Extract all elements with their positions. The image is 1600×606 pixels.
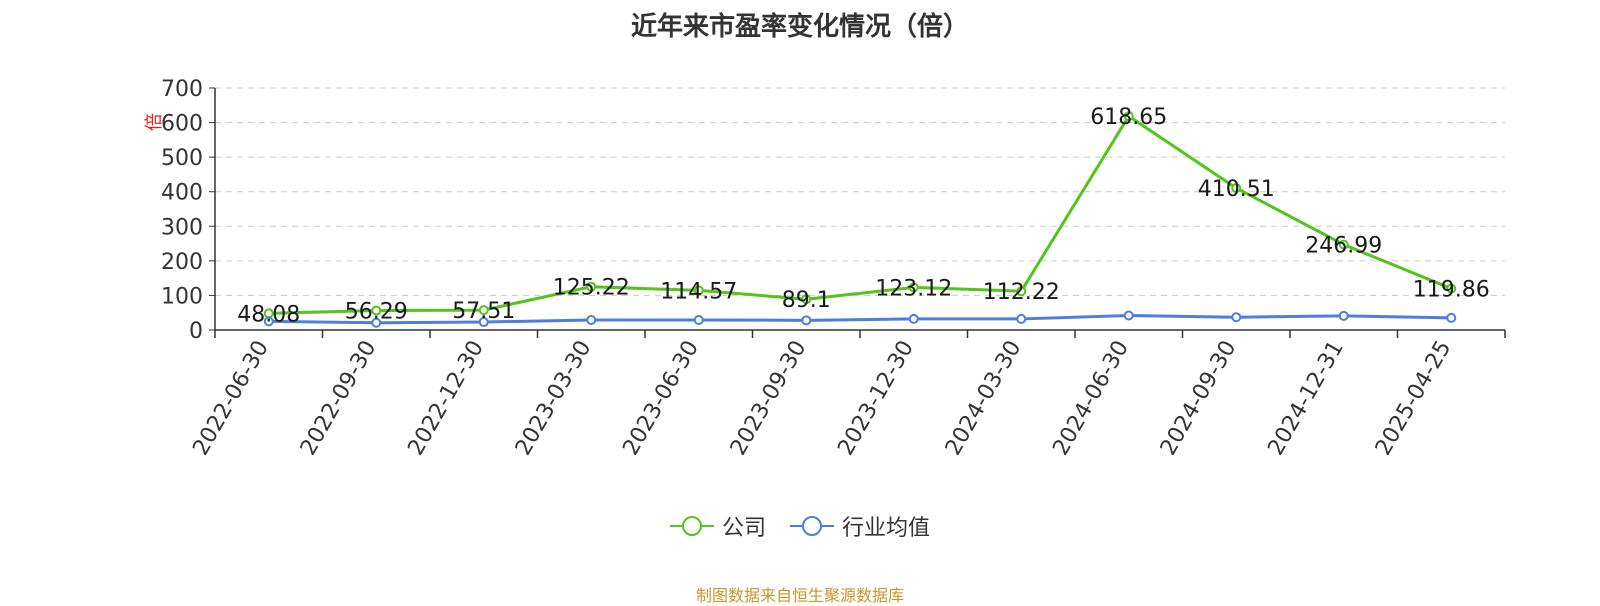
y-tick-label: 700 — [161, 77, 203, 102]
legend: 公司 行业均值 — [0, 510, 1600, 542]
series-line-0 — [268, 114, 1452, 315]
x-tick-label: 2023-03-30 — [511, 337, 597, 460]
data-point — [478, 305, 489, 316]
x-tick-label: 2024-03-30 — [941, 337, 1027, 460]
data-labels: 48.08 56.29 57.51 125.22 114.57 89.1 123.12 112… — [237, 105, 1489, 327]
data-point — [1016, 286, 1027, 297]
data-point — [1231, 312, 1242, 323]
data-point — [1338, 239, 1349, 250]
data-label: 48.08 — [237, 302, 300, 327]
data-point — [1446, 312, 1457, 323]
data-point — [371, 305, 382, 316]
data-point — [586, 314, 597, 325]
data-point — [263, 316, 274, 327]
legend-label-industry-average: 行业均值 — [842, 516, 931, 541]
data-point — [693, 314, 704, 325]
x-tick-label: 2022-09-30 — [296, 337, 382, 460]
data-point — [1016, 313, 1027, 324]
y-tick-label: 200 — [161, 250, 203, 275]
x-tick-label: 2023-06-30 — [618, 337, 704, 460]
data-point — [586, 281, 597, 292]
legend-item-company[interactable]: 公司 — [669, 510, 766, 542]
chart-title: 近年来市盈率变化情况（倍） — [630, 12, 969, 42]
data-point — [1231, 183, 1242, 194]
x-tick-label: 2024-09-30 — [1156, 337, 1242, 460]
data-point — [801, 294, 812, 305]
data-label: 246.99 — [1305, 234, 1382, 259]
x-tick-label: 2022-06-30 — [188, 337, 274, 460]
data-point — [908, 313, 919, 324]
data-point — [908, 282, 919, 293]
source-note: 制图数据来自恒生聚源数据库 — [695, 586, 904, 605]
x-tick-label: 2023-12-30 — [833, 337, 919, 460]
data-label: 57.51 — [452, 299, 515, 324]
data-point — [478, 317, 489, 328]
data-label: 112.22 — [983, 280, 1060, 305]
y-tick-label: 300 — [161, 215, 203, 240]
x-tick-label: 2024-12-31 — [1263, 337, 1349, 460]
data-label: 114.57 — [660, 279, 737, 304]
y-axis-label: 倍 — [144, 113, 165, 131]
legend-label-company: 公司 — [721, 516, 766, 541]
data-label: 125.22 — [553, 276, 630, 301]
series-line-1 — [268, 313, 1452, 325]
data-point — [1123, 310, 1134, 321]
axes: 0 100 200 300 400 500 600 700 倍 2022-06-30 2022-09… — [144, 77, 1506, 460]
legend-item-industry-average[interactable]: 行业均值 — [790, 510, 930, 542]
y-tick-label: 400 — [161, 181, 203, 206]
legend-line-green-icon — [669, 516, 714, 536]
data-point — [801, 315, 812, 326]
data-point — [1446, 283, 1457, 294]
y-tick-label: 0 — [189, 319, 203, 344]
y-tick-label: 500 — [161, 146, 203, 171]
data-point — [693, 285, 704, 296]
data-label: 410.51 — [1198, 177, 1275, 202]
data-point — [1338, 310, 1349, 321]
data-label: 56.29 — [345, 300, 408, 325]
y-tick-label: 100 — [161, 284, 203, 309]
x-tick-label: 2024-06-30 — [1048, 337, 1134, 460]
x-tick-label: 2025-04-25 — [1371, 337, 1457, 460]
grid-lines — [215, 87, 1505, 296]
y-tick-label: 600 — [161, 112, 203, 137]
series-layer — [263, 111, 1457, 328]
x-tick-label: 2022-12-30 — [403, 337, 489, 460]
data-point — [1123, 111, 1134, 122]
data-label: 123.12 — [875, 276, 952, 301]
data-label: 119.86 — [1413, 278, 1490, 303]
legend-line-blue-icon — [790, 516, 834, 536]
data-label: 89.1 — [782, 288, 831, 313]
data-point — [371, 317, 382, 328]
data-label: 618.65 — [1090, 105, 1167, 130]
x-tick-label: 2023-09-30 — [726, 337, 812, 460]
